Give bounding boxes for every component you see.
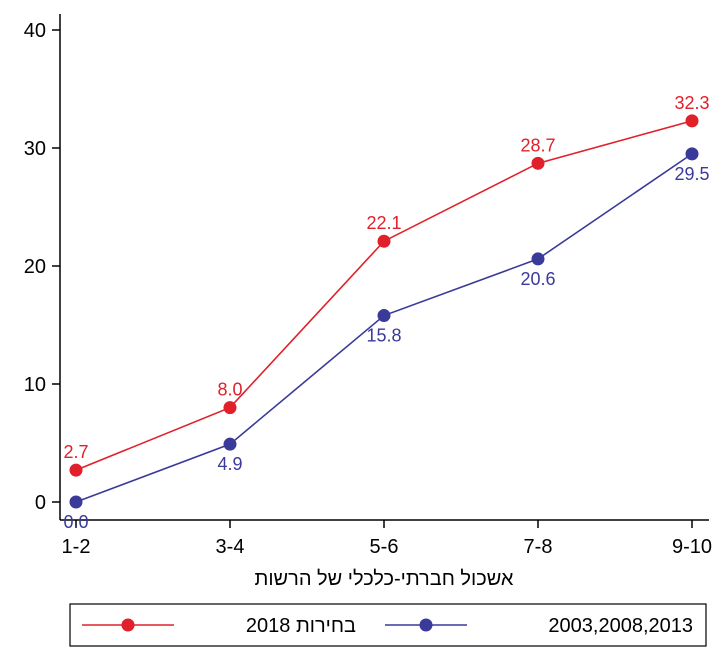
legend-entry-label: בחירות 2018 bbox=[246, 615, 356, 637]
x-axis-title: אשכול חברתי-כלכלי של הרשות bbox=[255, 568, 514, 590]
data-label: 20.6 bbox=[520, 269, 555, 289]
y-axis-ticks: 0 10 20 30 40 bbox=[24, 20, 60, 514]
data-point bbox=[377, 234, 391, 248]
x-tick-label: 7-8 bbox=[524, 536, 553, 558]
x-tick-label: 9-10 bbox=[672, 536, 712, 558]
data-point bbox=[223, 437, 237, 451]
series-layer: 2.7 8.0 22.1 28.7 32.3 0.0 4.9 15.8 20.6 29.5 bbox=[63, 93, 709, 532]
data-point bbox=[223, 401, 237, 415]
data-label: 28.7 bbox=[520, 135, 555, 155]
legend-items: בחירות 2018 2003,2008,2013 bbox=[82, 615, 693, 637]
series-line bbox=[75, 120, 693, 471]
data-point bbox=[685, 147, 699, 161]
data-point bbox=[377, 309, 391, 323]
x-tick-label: 5-6 bbox=[370, 536, 399, 558]
data-label: 8.0 bbox=[217, 380, 242, 400]
data-point bbox=[531, 156, 545, 170]
legend-entry-label: 2003,2008,2013 bbox=[548, 615, 693, 637]
data-point bbox=[69, 495, 83, 509]
data-point bbox=[531, 252, 545, 266]
data-label: 32.3 bbox=[674, 93, 709, 113]
data-label: 15.8 bbox=[366, 326, 401, 346]
data-label: 22.1 bbox=[366, 213, 401, 233]
data-point bbox=[685, 114, 699, 128]
y-tick-label: 20 bbox=[24, 256, 46, 278]
legend: בחירות 2018 2003,2008,2013 bbox=[69, 603, 707, 647]
data-point bbox=[69, 463, 83, 477]
x-tick-label: 1-2 bbox=[62, 536, 91, 558]
legend-swatch-marker bbox=[121, 618, 135, 632]
data-label: 4.9 bbox=[217, 454, 242, 474]
plot-area: 0 10 20 30 40 1-2 3-4 5-6 7-8 9-10 2.7 8.0 22.1 28.… bbox=[24, 14, 712, 558]
data-label: 0.0 bbox=[63, 512, 88, 532]
y-tick-label: 0 bbox=[35, 492, 46, 514]
x-axis-ticks: 1-2 3-4 5-6 7-8 9-10 bbox=[62, 520, 712, 558]
data-label: 29.5 bbox=[674, 164, 709, 184]
legend-swatch-marker bbox=[419, 618, 433, 632]
y-tick-label: 30 bbox=[24, 138, 46, 160]
y-tick-label: 10 bbox=[24, 374, 46, 396]
y-tick-label: 40 bbox=[24, 20, 46, 42]
data-label: 2.7 bbox=[63, 442, 88, 462]
x-tick-label: 3-4 bbox=[216, 536, 245, 558]
